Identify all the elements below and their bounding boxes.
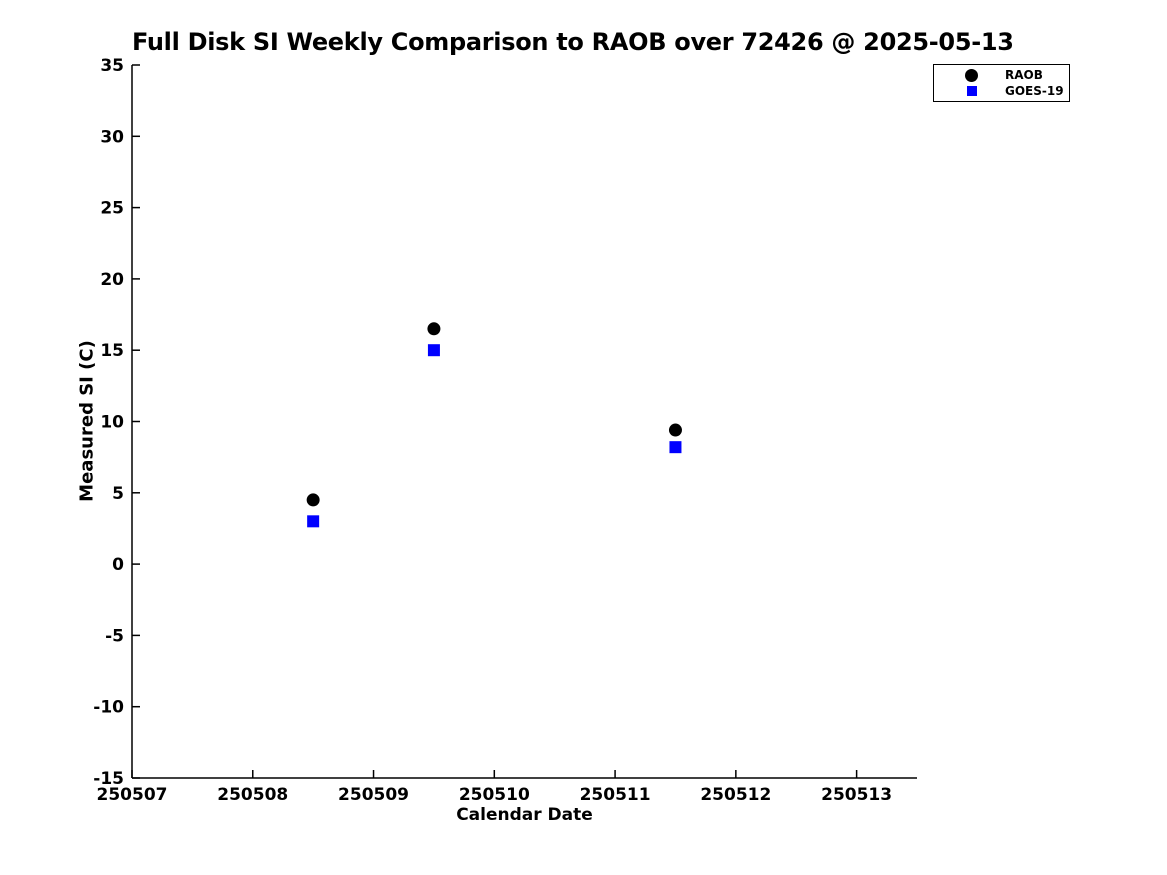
data-point-goes-19 <box>669 441 682 454</box>
svg-text:5: 5 <box>112 484 124 504</box>
y-axis-label: Measured SI (C) <box>76 340 98 502</box>
svg-text:250508: 250508 <box>217 785 288 805</box>
data-point-raob <box>306 493 320 507</box>
data-point-goes-19 <box>427 344 440 357</box>
svg-text:20: 20 <box>100 270 124 290</box>
svg-text:250509: 250509 <box>338 785 409 805</box>
svg-text:-5: -5 <box>105 626 124 646</box>
legend: RAOB GOES-19 <box>933 64 1070 102</box>
svg-text:30: 30 <box>100 127 124 147</box>
svg-text:250510: 250510 <box>459 785 530 805</box>
svg-text:35: 35 <box>100 56 124 76</box>
goes19-square-marker-icon <box>966 86 977 96</box>
svg-text:0: 0 <box>112 555 124 575</box>
x-axis-label: Calendar Date <box>456 805 593 825</box>
data-point-raob <box>668 423 682 437</box>
svg-text:250513: 250513 <box>821 785 892 805</box>
svg-text:250512: 250512 <box>700 785 771 805</box>
svg-text:10: 10 <box>100 413 124 433</box>
legend-label-raob: RAOB <box>1005 68 1043 82</box>
svg-text:-15: -15 <box>93 769 124 789</box>
legend-label-goes19: GOES-19 <box>1005 84 1064 98</box>
svg-text:250511: 250511 <box>580 785 651 805</box>
data-point-goes-19 <box>307 515 320 528</box>
legend-item-raob: RAOB <box>934 68 1069 82</box>
svg-text:250507: 250507 <box>97 785 168 805</box>
raob-circle-marker-icon <box>965 68 978 82</box>
svg-text:25: 25 <box>100 199 124 219</box>
legend-item-goes19: GOES-19 <box>934 84 1069 98</box>
svg-text:15: 15 <box>100 341 124 361</box>
svg-text:-10: -10 <box>93 698 124 718</box>
chart-title: Full Disk SI Weekly Comparison to RAOB o… <box>132 28 1014 56</box>
data-point-raob <box>427 322 441 336</box>
